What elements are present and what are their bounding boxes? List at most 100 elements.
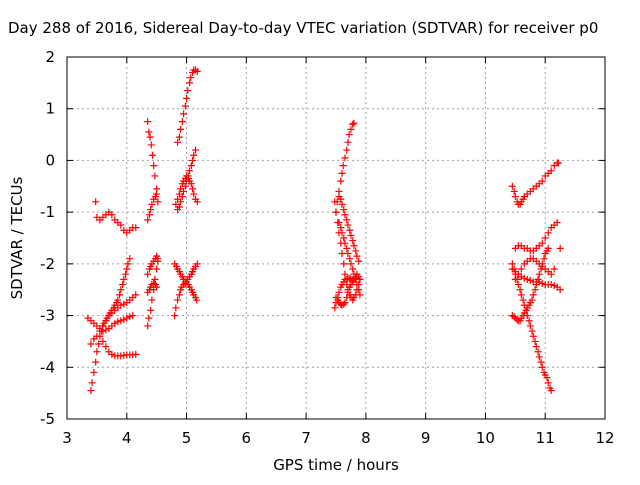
data-point bbox=[350, 119, 358, 127]
data-point bbox=[531, 337, 539, 345]
data-point bbox=[172, 200, 180, 208]
x-tick-label: 5 bbox=[182, 429, 192, 447]
data-point bbox=[117, 221, 125, 229]
data-point bbox=[180, 110, 188, 118]
data-point bbox=[331, 198, 339, 206]
data-point bbox=[344, 288, 352, 296]
data-point bbox=[117, 286, 125, 294]
x-tick-labels: 3 4 5 6 7 8 9 10 11 12 bbox=[62, 429, 614, 447]
data-point bbox=[147, 306, 155, 314]
data-point bbox=[154, 198, 162, 206]
data-point bbox=[346, 226, 354, 234]
data-point bbox=[520, 301, 528, 309]
data-point bbox=[547, 387, 555, 395]
data-point bbox=[341, 299, 349, 307]
data-point bbox=[344, 138, 352, 146]
x-tick-label: 4 bbox=[122, 429, 132, 447]
data-point bbox=[178, 193, 186, 201]
data-point bbox=[114, 296, 122, 304]
data-point bbox=[538, 239, 546, 247]
data-point bbox=[102, 326, 110, 334]
data-point bbox=[352, 247, 360, 255]
grid-lines bbox=[67, 57, 605, 419]
x-tick-label: 6 bbox=[242, 429, 252, 447]
data-point bbox=[187, 74, 195, 82]
x-tick-label: 8 bbox=[361, 429, 371, 447]
data-point bbox=[531, 286, 539, 294]
data-point bbox=[172, 304, 180, 312]
data-point bbox=[108, 350, 116, 358]
data-point bbox=[343, 293, 351, 301]
data-point bbox=[340, 234, 348, 242]
data-point bbox=[181, 182, 189, 190]
data-point bbox=[340, 260, 348, 268]
x-tick-label: 12 bbox=[595, 429, 614, 447]
data-point bbox=[146, 133, 154, 141]
series-arc-e bbox=[92, 198, 140, 237]
data-point bbox=[120, 275, 128, 283]
plot-frame bbox=[66, 56, 606, 420]
data-point bbox=[193, 198, 201, 206]
data-point bbox=[174, 296, 182, 304]
data-point bbox=[535, 278, 543, 286]
data-point bbox=[347, 260, 355, 268]
series-arc-v bbox=[508, 159, 562, 208]
data-point bbox=[145, 128, 153, 136]
x-tick-label: 3 bbox=[62, 429, 72, 447]
data-point bbox=[350, 242, 358, 250]
data-point bbox=[554, 159, 562, 167]
data-point bbox=[332, 208, 340, 216]
y-tick-label: -4 bbox=[40, 358, 55, 376]
data-point bbox=[349, 237, 357, 245]
data-point bbox=[535, 270, 543, 278]
axis-ticks bbox=[66, 56, 606, 420]
data-point bbox=[150, 162, 158, 170]
data-point bbox=[99, 322, 107, 330]
data-point bbox=[92, 358, 100, 366]
data-point bbox=[190, 190, 198, 198]
data-point bbox=[177, 125, 185, 133]
data-point bbox=[547, 281, 555, 289]
data-point bbox=[355, 286, 363, 294]
data-point bbox=[132, 291, 140, 299]
data-point bbox=[186, 167, 194, 175]
data-point bbox=[90, 368, 98, 376]
data-point bbox=[338, 200, 346, 208]
data-point bbox=[193, 296, 201, 304]
data-point bbox=[344, 221, 352, 229]
data-point bbox=[186, 79, 194, 87]
data-point bbox=[154, 255, 162, 263]
data-point bbox=[522, 306, 530, 314]
data-point bbox=[177, 198, 185, 206]
data-point bbox=[538, 280, 546, 288]
data-point bbox=[347, 231, 355, 239]
data-point bbox=[108, 211, 116, 219]
data-point bbox=[338, 250, 346, 258]
data-point bbox=[147, 141, 155, 149]
series-arc-n bbox=[172, 172, 201, 208]
data-point bbox=[189, 185, 197, 193]
y-axis-label: SDTVAR / TECUs bbox=[8, 176, 26, 299]
data-point bbox=[184, 172, 192, 180]
data-point bbox=[175, 133, 183, 141]
series-arc-t bbox=[335, 193, 363, 265]
data-point bbox=[528, 327, 536, 335]
data-point bbox=[535, 353, 543, 361]
data-point bbox=[510, 313, 518, 321]
data-point bbox=[520, 274, 528, 282]
data-point bbox=[547, 167, 555, 175]
data-point bbox=[544, 244, 552, 252]
data-point bbox=[184, 87, 192, 95]
data-point bbox=[340, 300, 348, 308]
data-point bbox=[337, 224, 345, 232]
data-point bbox=[523, 312, 531, 320]
x-tick-label: 7 bbox=[301, 429, 311, 447]
data-point bbox=[190, 151, 198, 159]
data-point bbox=[193, 67, 201, 75]
series-arc-k bbox=[174, 66, 201, 146]
data-point bbox=[132, 350, 140, 358]
data-point bbox=[144, 118, 152, 126]
data-point bbox=[510, 187, 518, 195]
data-point bbox=[87, 340, 95, 348]
